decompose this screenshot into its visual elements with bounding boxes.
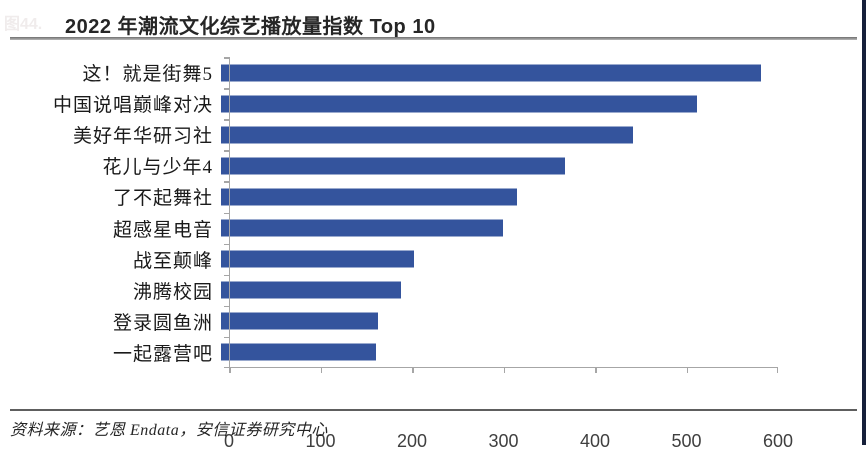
category-label: 战至颠峰: [132, 250, 213, 272]
bar: [221, 157, 566, 175]
category-label: 沸腾校园: [132, 281, 213, 303]
category-label: 一起露营吧: [112, 343, 213, 365]
bar-area: [221, 306, 778, 337]
bar: [221, 219, 503, 237]
y-axis-tick: [224, 119, 229, 121]
y-axis-tick: [224, 305, 229, 308]
bar-area: [221, 181, 778, 212]
x-axis-tick: [320, 368, 322, 373]
x-axis-tick-label: 400: [579, 431, 611, 451]
chart-rows: 这！就是街舞5 中国说唱巅峰对决美好年华研习社花儿与少年4 了不起舞社超感星电音战至…: [0, 57, 778, 368]
bar-area: [221, 57, 778, 88]
bar-area: [221, 337, 778, 368]
page-edge-strip: [862, 0, 866, 445]
figure-number-watermark: 图44.: [4, 16, 43, 33]
category-label: 超感星电音: [112, 219, 213, 241]
category-label: 登录圆鱼洲: [112, 312, 213, 334]
x-axis-tick: [503, 368, 505, 373]
y-axis-tick: [224, 366, 229, 368]
bar-area: [221, 88, 778, 119]
chart-row: 沸腾校园: [0, 275, 778, 306]
category-label: 美好年华研习社: [72, 126, 213, 148]
y-axis-tick: [224, 336, 229, 339]
x-axis-tick: [412, 368, 414, 373]
title-underline: [10, 37, 857, 40]
bar: [221, 95, 697, 113]
y-axis-tick: [224, 88, 229, 90]
chart-row: 超感星电音: [0, 212, 778, 243]
x-axis-tick-label: 0: [223, 431, 235, 451]
bar-area: [221, 275, 778, 306]
x-axis-tick: [776, 368, 778, 373]
y-axis-tick: [224, 150, 229, 152]
x-axis-tick-label: 500: [671, 431, 702, 451]
chart-row: 花儿与少年4: [0, 150, 778, 181]
x-axis-tick-label: 200: [396, 431, 428, 451]
chart-row: 了不起舞社: [0, 181, 778, 212]
bar-chart: 这！就是街舞5 中国说唱巅峰对决美好年华研习社花儿与少年4 了不起舞社超感星电音战至…: [0, 57, 793, 451]
y-axis-tick: [224, 274, 229, 277]
y-axis-tick: [224, 212, 229, 214]
bar-area: [221, 212, 778, 243]
bar: [221, 281, 402, 299]
chart-header: 2022 年潮流文化综艺播放量指数 Top 10: [10, 6, 857, 46]
chart-row: 这！就是街舞5: [0, 57, 778, 88]
category-label: 了不起舞社: [112, 188, 213, 210]
bar: [221, 188, 517, 206]
bar: [221, 126, 633, 144]
x-axis-tick: [595, 368, 597, 373]
footer-separator: [10, 409, 857, 411]
bar-area: [221, 150, 778, 181]
bar: [221, 250, 415, 268]
chart-row: 美好年华研习社: [0, 119, 778, 150]
bar-area: [221, 119, 778, 150]
x-axis-tick: [686, 368, 688, 373]
y-axis-tick: [224, 181, 229, 183]
x-axis-tick: [229, 368, 231, 373]
category-label: 花儿与少年4: [102, 157, 213, 179]
bar: [221, 312, 379, 330]
chart-title: 2022 年潮流文化综艺播放量指数 Top 10: [65, 16, 436, 38]
x-axis-tick-label: 300: [488, 431, 519, 451]
chart-row: 登录圆鱼洲: [0, 306, 778, 337]
category-label: 中国说唱巅峰对决: [52, 95, 213, 117]
x-axis-tick-label: 600: [762, 431, 794, 451]
source-note: 资料来源：艺恩 Endata，安信证券研究中心: [10, 422, 328, 439]
y-axis-tick: [224, 243, 229, 246]
bar-area: [221, 244, 778, 275]
chart-row: 一起露营吧: [0, 337, 778, 368]
y-axis-tick: [224, 57, 229, 59]
bar: [221, 343, 376, 361]
category-label: 这！就是街舞5: [82, 64, 213, 86]
bar: [221, 64, 761, 82]
chart-row: 战至颠峰: [0, 244, 778, 275]
chart-row: 中国说唱巅峰对决: [0, 88, 778, 119]
